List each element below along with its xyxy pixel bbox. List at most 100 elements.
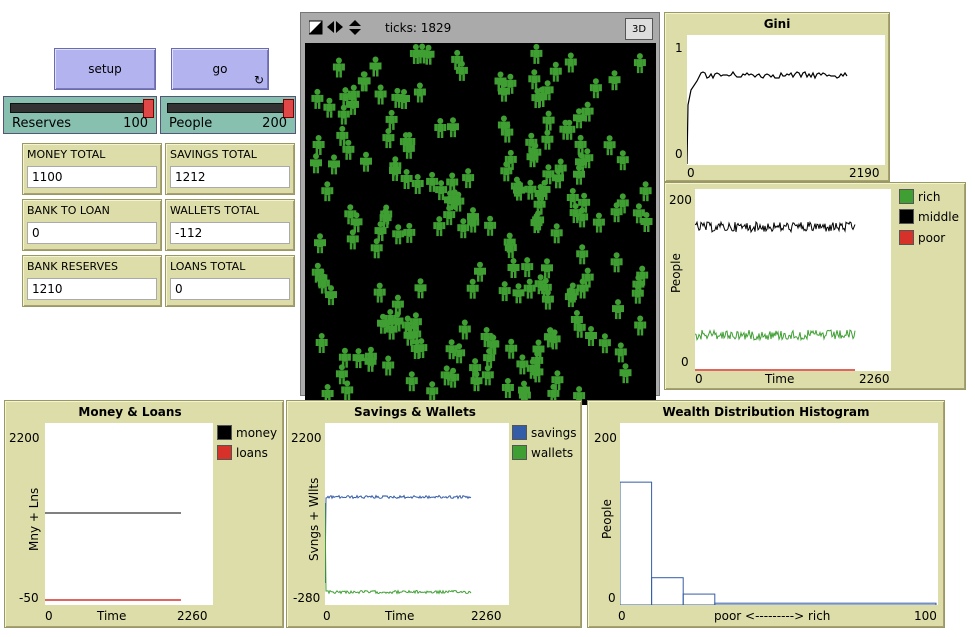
person-agent <box>341 380 354 401</box>
person-agent <box>457 218 470 239</box>
x-axis-label: Time <box>97 609 127 623</box>
x-min-label: 0 <box>45 609 53 623</box>
person-agent <box>610 252 623 273</box>
person-agent <box>403 325 416 346</box>
slider-label: Reserves <box>12 116 72 131</box>
monitor-value: 1212 <box>170 166 290 188</box>
person-agent <box>612 299 624 320</box>
plot-wealth-histogram: Wealth Distribution Histogram 200 0 Peop… <box>587 400 945 628</box>
person-agent <box>346 229 359 250</box>
person-agent <box>414 278 427 299</box>
y-axis-label: Svngs + Wllts <box>307 477 321 561</box>
middle-series <box>694 220 856 234</box>
person-agent <box>516 354 529 375</box>
person-agent <box>455 60 468 81</box>
person-agent <box>435 180 448 201</box>
person-agent <box>392 224 405 245</box>
y-axis-label: Mny + Lns <box>27 487 41 551</box>
edit-view-icon[interactable] <box>309 20 323 35</box>
setup-button[interactable]: setup <box>54 48 156 90</box>
person-agent <box>400 169 413 189</box>
person-agent <box>321 181 334 202</box>
plot-people: 200 0 People 0 Time 2260 rich middle poo… <box>664 182 966 390</box>
person-agent <box>467 212 480 233</box>
y-max-label: 2200 <box>291 431 322 445</box>
person-agent <box>317 273 330 294</box>
legend-label: savings <box>531 425 577 440</box>
person-agent <box>573 108 585 129</box>
person-agent <box>382 128 395 149</box>
person-agent <box>374 84 387 105</box>
y-min-label: 0 <box>681 355 689 369</box>
person-agent <box>501 378 514 398</box>
monitor-bank-to-loan: BANK TO LOAN 0 <box>22 199 162 251</box>
person-agent <box>382 355 395 376</box>
y-min-label: 0 <box>675 147 683 161</box>
person-agent <box>570 310 583 330</box>
plot-gini: Gini 1 0 0 2190 <box>664 12 890 182</box>
person-agent <box>415 338 428 359</box>
person-agent <box>384 309 397 329</box>
person-agent <box>310 153 322 174</box>
person-agent <box>566 282 579 303</box>
savings-series <box>324 494 472 584</box>
plot-canvas <box>619 423 938 606</box>
person-agent <box>413 82 426 103</box>
monitor-value: -112 <box>170 222 290 244</box>
person-agent <box>525 132 538 153</box>
person-agent <box>640 212 653 232</box>
person-agent <box>398 89 410 109</box>
person-agent <box>426 381 439 402</box>
3d-view-button[interactable]: 3D <box>625 18 653 40</box>
plot-canvas <box>45 423 213 605</box>
person-agent <box>521 257 534 278</box>
legend-money: money <box>217 425 277 440</box>
y-min-label: -280 <box>293 591 321 605</box>
person-agent <box>426 171 439 192</box>
person-agent <box>347 94 359 115</box>
plot-canvas <box>686 35 885 165</box>
plot-savings-wallets: Savings & Wallets 2200 -280 Svngs + Wllt… <box>286 400 582 628</box>
person-agent <box>373 282 386 303</box>
legend-label: loans <box>236 445 268 460</box>
person-agent <box>374 221 387 242</box>
person-agent <box>403 222 416 243</box>
people-slider[interactable]: People 200 <box>160 96 296 134</box>
histogram-bar <box>651 577 684 606</box>
legend-label: poor <box>918 230 946 245</box>
slider-handle[interactable] <box>143 99 154 118</box>
monitor-label: WALLETS TOTAL <box>170 204 260 217</box>
slider-track[interactable] <box>167 103 289 113</box>
person-agent <box>389 161 401 181</box>
person-agent <box>592 212 605 233</box>
y-axis-label: People <box>600 499 614 539</box>
person-agent <box>581 101 594 122</box>
person-agent <box>370 238 383 259</box>
slider-track[interactable] <box>10 103 150 113</box>
person-agent <box>315 333 328 353</box>
person-agent <box>636 265 649 286</box>
person-agent <box>357 71 370 92</box>
y-max-label: 200 <box>594 431 617 445</box>
slider-handle[interactable] <box>283 99 294 118</box>
person-agent <box>474 261 486 282</box>
legend-poor: poor <box>899 230 945 245</box>
person-agent <box>585 326 597 346</box>
world-canvas[interactable] <box>305 43 656 405</box>
x-axis-label: Time <box>765 372 795 386</box>
person-agent <box>469 358 482 379</box>
person-agent <box>616 150 629 171</box>
world-toolbar: ticks: 1829 3D <box>303 15 657 41</box>
vertical-resize-icon[interactable] <box>349 20 361 35</box>
person-agent <box>518 380 530 401</box>
horizontal-resize-icon[interactable] <box>327 21 343 33</box>
monitor-value: 1100 <box>27 166 157 188</box>
person-agent <box>458 319 471 340</box>
y-max-label: 2200 <box>9 431 40 445</box>
savings-chart <box>324 494 472 595</box>
person-agent <box>581 267 594 288</box>
person-agent <box>379 208 392 229</box>
go-button[interactable]: go ↻ <box>171 48 269 90</box>
legend-label: money <box>236 425 278 440</box>
reserves-slider[interactable]: Reserves 100 <box>3 96 157 134</box>
